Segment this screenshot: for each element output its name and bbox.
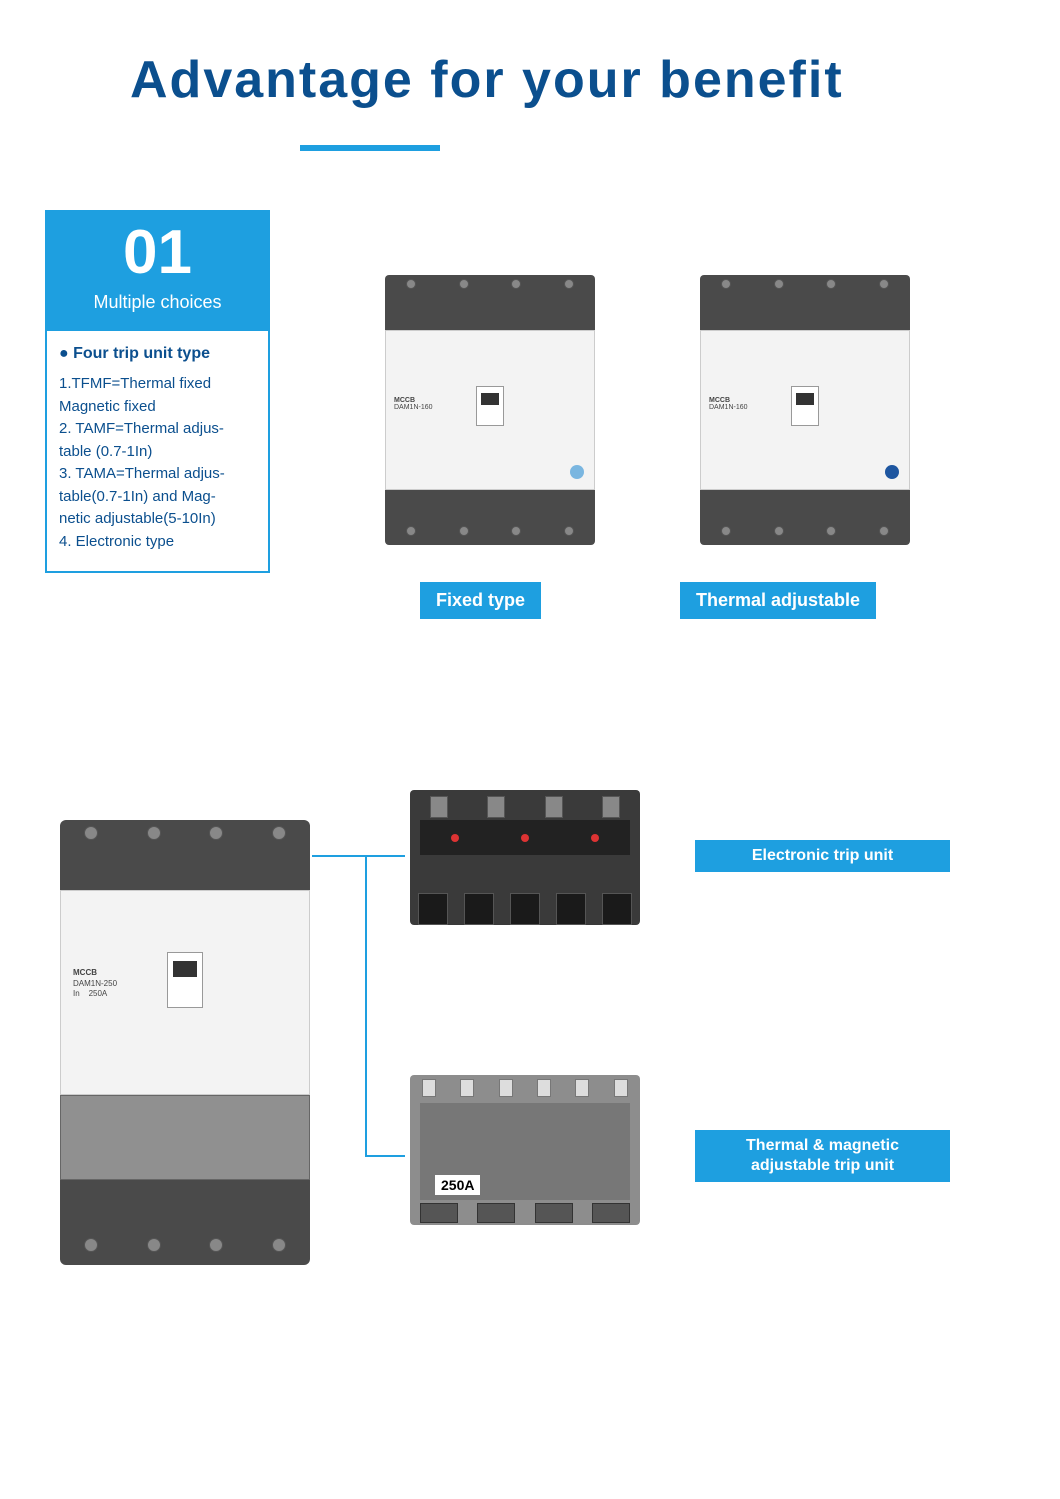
info-box: 01 Multiple choices ● Four trip unit typ… [45, 210, 270, 573]
product-fixed-text: MCCBDAM1N-160 [394, 397, 433, 411]
label-thermal-adjustable: Thermal adjustable [680, 582, 876, 619]
unit-electronic [410, 790, 640, 925]
info-number: 01 [55, 222, 260, 284]
info-heading: ● Four trip unit type [59, 345, 258, 363]
product-thermal: MCCBDAM1N-160 [700, 275, 910, 545]
info-subtitle: Multiple choices [55, 292, 260, 313]
title-underline [300, 145, 440, 151]
label-electronic-trip-unit: Electronic trip unit [695, 840, 950, 872]
amp-label: 250A [435, 1175, 480, 1195]
label-fixed-type: Fixed type [420, 582, 541, 619]
connector-line [365, 855, 367, 1155]
indicator-dot [570, 465, 584, 479]
connector-line [365, 855, 405, 857]
indicator-dot [885, 465, 899, 479]
connector-line [365, 1155, 405, 1157]
connector-line [312, 855, 367, 857]
info-box-header: 01 Multiple choices [45, 210, 270, 331]
breaker-switch-icon [167, 952, 203, 1008]
info-box-body: ● Four trip unit type 1.TFMF=Thermal fix… [45, 331, 270, 573]
product-thermal-text: MCCBDAM1N-160 [709, 397, 748, 411]
breaker-switch-icon [791, 386, 819, 426]
page-title: Advantage for your benefit [130, 50, 844, 110]
product-large-text: MCCBDAM1N-250In 250A [73, 968, 117, 999]
product-fixed: MCCBDAM1N-160 [385, 275, 595, 545]
breaker-switch-icon [476, 386, 504, 426]
info-text: 1.TFMF=Thermal fixed Magnetic fixed 2. T… [59, 373, 258, 553]
label-tm-adjustable-trip-unit: Thermal & magnetic adjustable trip unit [695, 1130, 950, 1182]
unit-tm-adjustable: 250A [410, 1075, 640, 1225]
product-large: MCCBDAM1N-250In 250A [60, 820, 310, 1265]
